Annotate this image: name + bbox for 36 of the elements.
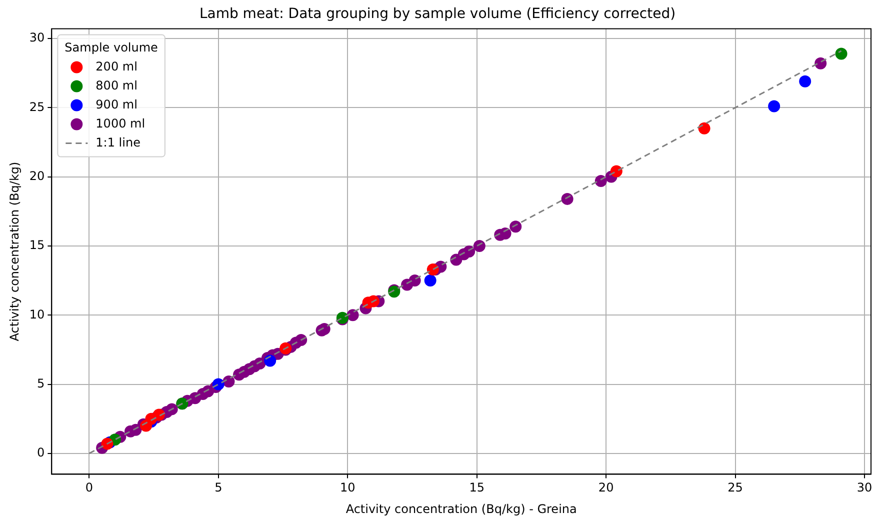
point: [835, 48, 848, 60]
x-axis-title: Activity concentration (Bq/kg) - Greina: [346, 502, 577, 516]
x-tick-label: 0: [85, 480, 93, 495]
point: [561, 192, 574, 205]
legend-title: Sample volume: [64, 40, 158, 54]
point: [510, 220, 522, 233]
x-tick-label: 25: [728, 480, 743, 495]
chart-title: Lamb meat: Data grouping by sample volume (Efficiency corrected): [199, 6, 676, 22]
y-axis-title: Activity concentration (Bq/kg): [7, 162, 22, 342]
y-tick-label: 0: [37, 446, 45, 460]
point: [264, 354, 276, 367]
point: [473, 240, 486, 252]
y-tick-label: 25: [29, 100, 45, 114]
legend-label: 200 ml: [96, 59, 138, 74]
y-tick-label: 30: [29, 30, 45, 45]
x-tick-label: 10: [340, 480, 356, 495]
legend-label: 1000 ml: [96, 116, 146, 130]
x-tick-label: 15: [469, 480, 484, 495]
y-tick-label: 5: [37, 376, 45, 390]
legend-label: 1:1 line: [96, 135, 140, 150]
y-tick-label: 20: [29, 168, 45, 183]
point: [698, 122, 710, 134]
legend-label: 900 ml: [96, 97, 138, 112]
y-tick-label: 10: [29, 307, 45, 322]
x-tick-label: 20: [598, 480, 614, 495]
point: [166, 403, 178, 416]
point: [295, 334, 308, 346]
point: [408, 274, 421, 287]
legend-label: 800 ml: [96, 78, 138, 92]
point: [814, 57, 827, 70]
y-tick-label: 15: [29, 238, 45, 252]
x-tick-label: 5: [214, 480, 222, 495]
point: [768, 100, 780, 112]
x-tick-label: 30: [856, 480, 872, 495]
point: [424, 274, 436, 287]
point: [799, 75, 812, 88]
